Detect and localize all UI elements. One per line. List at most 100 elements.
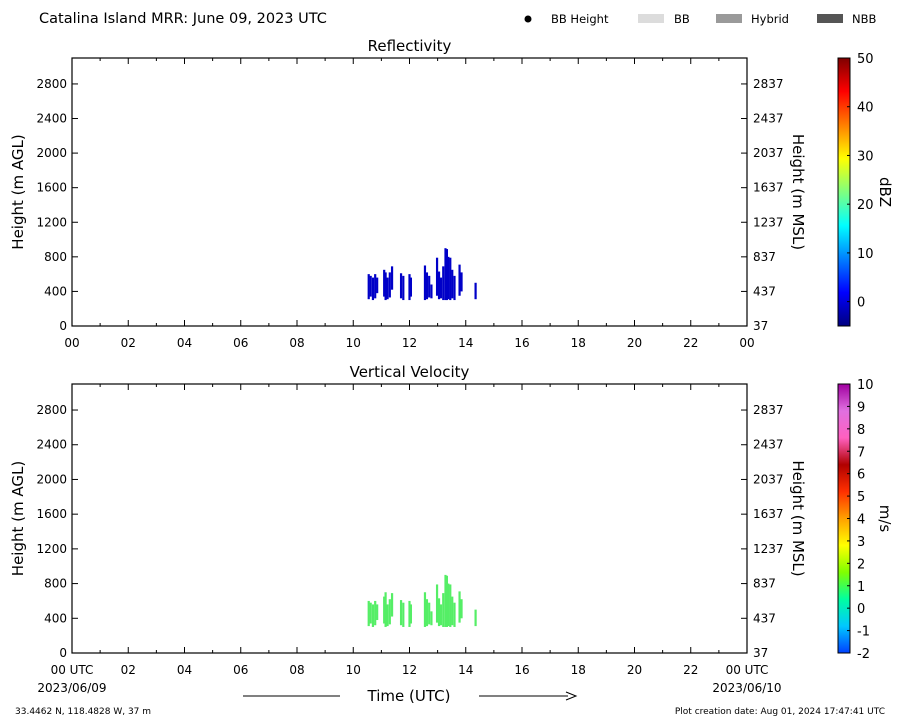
y-tick-label: 1200 [36,215,67,229]
colorbar-tick-label: 6 [857,468,865,483]
y-tick-label-right: 2837 [753,77,784,91]
location-label: 33.4462 N, 118.4828 W, 37 m [15,707,151,717]
echo-column [384,272,387,301]
x-tick-label: 16 [514,336,529,350]
legend-item-bb-height: BB Height [524,12,609,26]
x-tick-label: 04 [177,663,192,677]
echo-column [371,604,375,627]
echo-column [408,600,411,627]
x-tick-label: 12 [402,336,417,350]
colorbar-tick-label: 50 [857,52,874,67]
echo-column [376,604,379,621]
colorbar-tick-label: 10 [857,247,874,262]
y-tick-label-right: 2837 [753,403,784,417]
y-tick-label: 0 [59,646,67,660]
echo-column [425,599,429,627]
echo-column [402,275,405,301]
echo-column [445,249,449,301]
legend-label: Hybrid [751,12,789,26]
colorbar [837,57,851,327]
colorbar-tick-label: 20 [857,198,874,213]
echo-column [447,256,450,300]
legend-label: NBB [852,12,876,26]
echo-column [449,257,452,301]
header-legend: BB Height BB Hybrid NBB [524,12,876,26]
y-tick-label: 1200 [36,542,67,556]
echo-column [458,591,461,623]
y-axis-label: Height (m AGL) [9,461,27,576]
echo-column [388,599,391,625]
colorbar-tick-label: 10 [857,378,874,393]
echo-column [367,600,370,627]
y-tick-label-right: 1237 [753,542,784,556]
x-tick-label: 20 [627,336,642,350]
x-tick-label: 20 [627,663,642,677]
y-tick-label: 400 [44,284,67,298]
y-tick-label: 2400 [36,438,67,452]
echo-column [399,600,403,626]
y-tick-label-right: 2437 [753,438,784,452]
y-tick-label: 800 [44,250,67,264]
colorbar-tick-label: -2 [857,647,870,662]
echo-column [369,602,372,624]
echo-column [439,604,443,626]
x-tick-label: 16 [514,663,529,677]
y-tick-label-right: 837 [753,577,776,591]
colorbar-tick-label: 5 [857,490,865,505]
panel-title: Vertical Velocity [350,363,470,381]
echo-column [430,284,433,299]
y-tick-label-right: 1637 [753,507,784,521]
echo-column [447,583,450,627]
echo-column [374,274,377,299]
echo-column [374,600,377,626]
echo-column [402,602,405,627]
legend-label: BB Height [551,12,609,26]
y-tick-label: 2800 [36,403,67,417]
colorbar-tick-label: 1 [857,580,865,595]
echo-column [409,604,413,624]
x-tick-label: 04 [177,336,192,350]
x-tick-label: 22 [683,663,698,677]
figure-title: Catalina Island MRR: June 09, 2023 UTC [39,11,327,27]
echo-column [423,592,427,627]
echo-column [442,593,445,627]
colorbar-tick-label: 2 [857,557,865,572]
x-tick-label: 00 UTC [51,663,94,677]
echo-column [453,602,456,627]
x-tick-label: 06 [233,663,248,677]
x-tick-label: 10 [346,336,361,350]
x-tick-label: 14 [458,663,473,677]
y-tick-label-right: 437 [753,611,776,625]
colorbar-tick-label: 0 [857,296,865,311]
colorbar-tick-label: 4 [857,513,865,528]
creation-date-label: Plot creation date: Aug 01, 2024 17:47:4… [675,707,885,717]
y-axis-label: Height (m AGL) [9,134,27,249]
echo-column [423,265,427,301]
x-tick-label: 08 [289,663,304,677]
echo-column [444,248,447,301]
y-tick-label-right: 2037 [753,472,784,486]
colorbar-tick-label: 40 [857,101,874,116]
legend-swatch [716,14,742,23]
echo-column [458,264,461,296]
echo-column [460,599,463,619]
echo-column [442,266,445,301]
echo-column [428,275,431,298]
echo-column [383,596,386,624]
x-tick-label: 12 [402,663,417,677]
y-axis-label-right: Height (m MSL) [789,134,807,250]
x-tick-label: 08 [289,336,304,350]
y-tick-label: 2400 [36,112,67,126]
echo-column [437,598,441,627]
echo-column [474,609,477,627]
echo-column [435,584,439,623]
y-tick-label: 800 [44,577,67,591]
x-tick-label: 02 [121,336,136,350]
y-tick-label-right: 2437 [753,112,784,126]
echo-column [451,596,454,626]
x-tick-label: 00 UTC [726,663,769,677]
